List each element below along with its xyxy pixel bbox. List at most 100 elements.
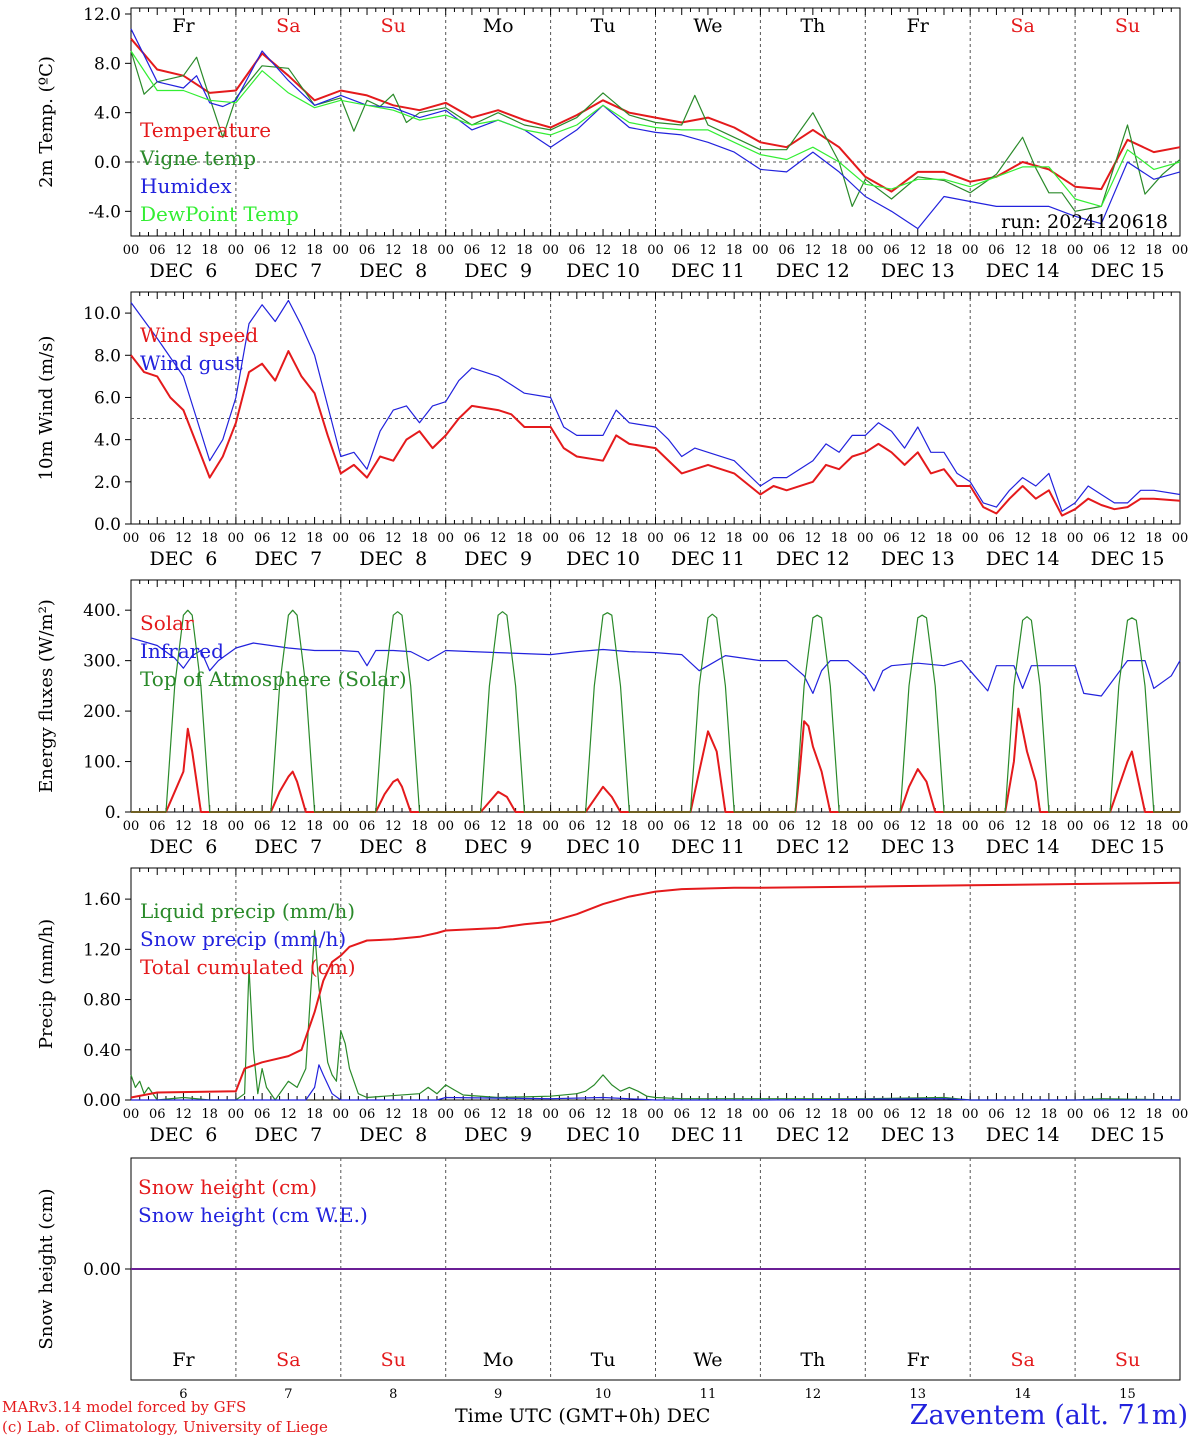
hour-tick-label: 06 [569, 819, 586, 834]
date-label: DEC 10 [566, 836, 640, 858]
hour-tick-label: 06 [464, 1107, 481, 1122]
legend-entry: Solar [140, 611, 194, 635]
day-name: Fr [172, 1349, 195, 1371]
day-name: Fr [907, 1349, 930, 1371]
hour-tick-label: 12 [1119, 1107, 1136, 1122]
hour-tick-label: 06 [149, 531, 166, 546]
hour-tick-label: 00 [437, 531, 454, 546]
legend-entry: Vigne temp [139, 146, 256, 170]
hour-tick-label: 18 [726, 1107, 743, 1122]
hour-tick-label: 18 [621, 243, 638, 258]
date-label: DEC 14 [986, 260, 1060, 282]
y-tick-label: 8.0 [94, 346, 121, 366]
date-label: DEC 9 [464, 1124, 532, 1146]
day-name: Sa [276, 1349, 300, 1371]
hour-tick-label: 18 [1146, 531, 1163, 546]
hour-tick-label: 18 [306, 243, 323, 258]
hour-tick-label: 12 [700, 819, 717, 834]
legend-entry: Infrared [140, 639, 224, 663]
hour-tick-label: 12 [909, 531, 926, 546]
hour-tick-label: 12 [700, 243, 717, 258]
hour-tick-label: 18 [936, 819, 953, 834]
day-name: Mo [483, 1349, 514, 1371]
hour-tick-label: 00 [542, 243, 559, 258]
hour-tick-label: 12 [280, 819, 297, 834]
hour-tick-label: 18 [306, 1107, 323, 1122]
panel-5: 0.00 Snow height (cm) Fr Sa Su Mo Tu We Th Fr Sa Su… [36, 1157, 1181, 1402]
hour-tick-label: 00 [962, 243, 979, 258]
y-tick-label: 4.0 [94, 104, 121, 124]
hour-tick-label: 06 [569, 243, 586, 258]
station-name: Zaventem (alt. 71m) [909, 1400, 1188, 1431]
date-label: DEC 15 [1091, 260, 1165, 282]
hour-tick-label: 06 [149, 1107, 166, 1122]
hour-tick-label: 12 [700, 531, 717, 546]
series-line [131, 609, 1180, 813]
y-tick-label: 0.40 [83, 1041, 121, 1061]
day-name: We [693, 1349, 722, 1371]
hour-tick-label: 06 [1093, 531, 1110, 546]
hour-tick-label: 00 [333, 1107, 350, 1122]
day-name: Sa [276, 15, 300, 37]
series-line [130, 28, 1181, 230]
hour-tick-label: 18 [726, 819, 743, 834]
hour-tick-label: 00 [123, 531, 140, 546]
hour-tick-label: 06 [988, 243, 1005, 258]
hour-tick-label: 00 [1067, 243, 1084, 258]
hour-tick-label: 12 [490, 243, 507, 258]
y-tick-label: 2.0 [94, 473, 121, 493]
day-number: 7 [284, 1387, 292, 1402]
hour-tick-label: 18 [201, 531, 218, 546]
hour-tick-label: 00 [1067, 819, 1084, 834]
y-tick-label: 0.0 [94, 153, 121, 173]
panel-3: 400. 300. 200. 100. 0. Energy fluxes (W/m²) 00… [36, 579, 1188, 858]
hour-tick-label: 00 [542, 531, 559, 546]
hour-tick-label: 18 [1041, 819, 1058, 834]
hour-tick-label: 00 [542, 819, 559, 834]
hour-tick-label: 12 [490, 1107, 507, 1122]
hour-tick-label: 06 [778, 243, 795, 258]
date-label: DEC 12 [776, 260, 850, 282]
hour-tick-label: 18 [201, 1107, 218, 1122]
hour-tick-label: 18 [831, 819, 848, 834]
legend-entry: Snow precip (mm/h) [140, 927, 346, 951]
hour-tick-label: 06 [464, 531, 481, 546]
hour-tick-label: 00 [1067, 1107, 1084, 1122]
hour-tick-label: 06 [1093, 243, 1110, 258]
y-tick-label: 0.00 [83, 1260, 121, 1280]
hour-tick-label: 12 [1119, 243, 1136, 258]
hour-tick-label: 18 [1146, 243, 1163, 258]
y-tick-label: 0.00 [83, 1091, 121, 1111]
hour-tick-label: 12 [280, 1107, 297, 1122]
hour-tick-label: 06 [149, 243, 166, 258]
hour-tick-label: 18 [411, 1107, 428, 1122]
hour-tick-label: 12 [385, 819, 402, 834]
date-label: DEC 10 [566, 1124, 640, 1146]
y-axis-label: Energy fluxes (W/m²) [36, 599, 57, 793]
date-label: DEC 12 [776, 548, 850, 570]
x-axis-title: Time UTC (GMT+0h) DEC [455, 1405, 711, 1427]
hour-tick-label: 18 [201, 243, 218, 258]
day-number: 9 [494, 1387, 502, 1402]
hour-tick-label: 06 [1093, 1107, 1110, 1122]
date-label: DEC 7 [254, 1124, 322, 1146]
date-label: DEC 11 [671, 1124, 745, 1146]
y-tick-label: 200. [83, 702, 121, 722]
date-label: DEC 6 [150, 548, 218, 570]
hour-tick-label: 06 [464, 243, 481, 258]
hour-tick-label: 18 [831, 1107, 848, 1122]
date-label: DEC 8 [359, 260, 427, 282]
hour-tick-label: 12 [1014, 1107, 1031, 1122]
hour-tick-label: 18 [936, 531, 953, 546]
hour-tick-label: 12 [175, 243, 192, 258]
y-tick-label: 300. [83, 652, 121, 672]
hour-tick-label: 00 [542, 1107, 559, 1122]
hour-tick-label: 12 [805, 819, 822, 834]
date-label: DEC 10 [566, 548, 640, 570]
hour-tick-label: 00 [857, 819, 874, 834]
day-name: We [693, 15, 722, 37]
series-line [131, 1064, 1180, 1101]
day-name: Su [381, 15, 406, 37]
hour-tick-label: 00 [647, 1107, 664, 1122]
